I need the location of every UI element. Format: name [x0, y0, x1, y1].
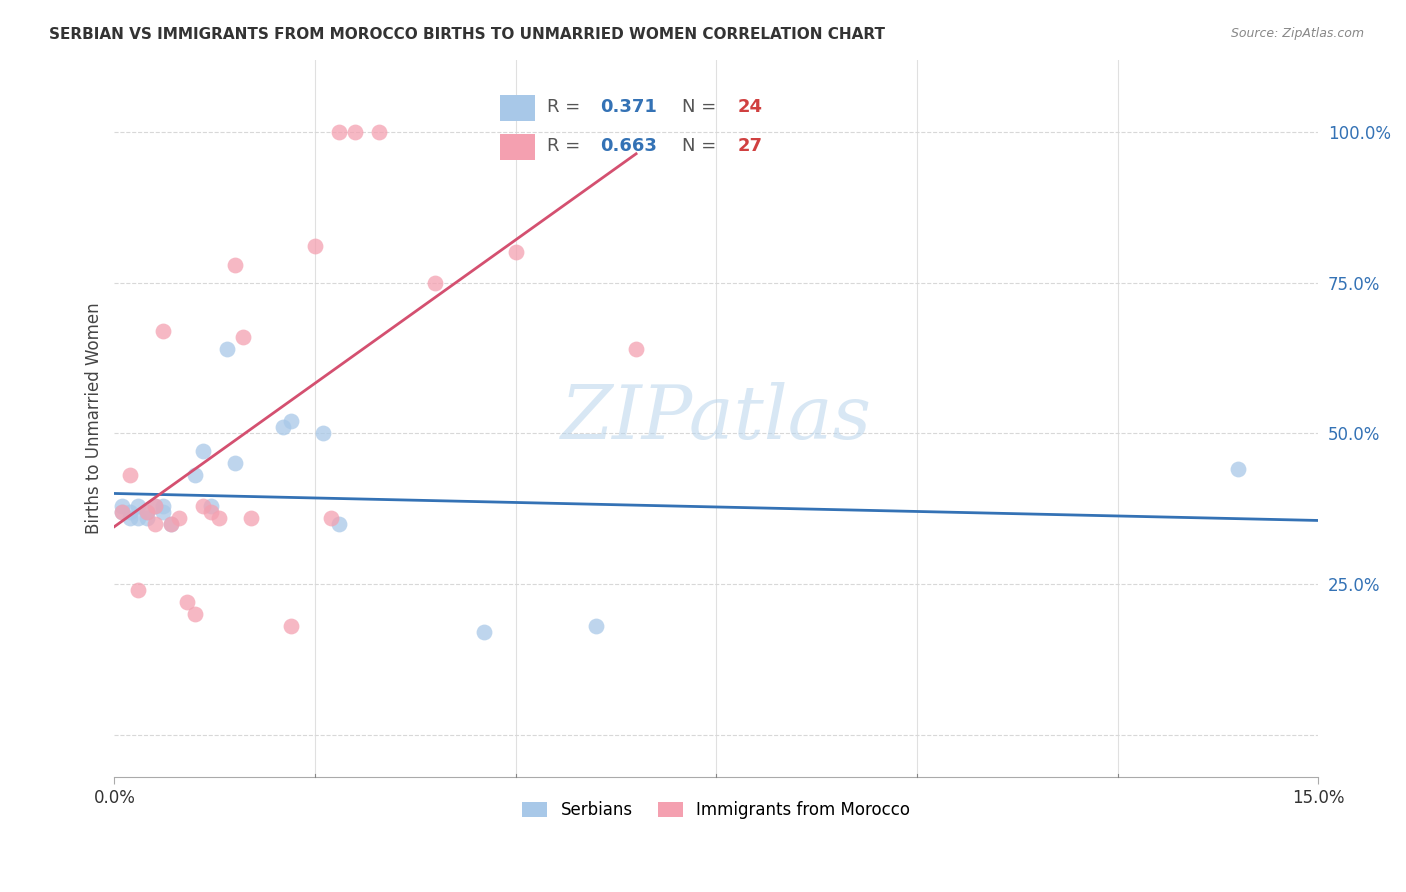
Point [328, 516, 350, 531]
Point [215, 342, 238, 356]
Point [111, 505, 134, 519]
Point [127, 582, 149, 597]
Point [280, 619, 302, 633]
Point [232, 330, 254, 344]
Point [304, 239, 326, 253]
Point [344, 125, 367, 139]
Point [224, 258, 246, 272]
Point [280, 414, 302, 428]
Point [1227, 462, 1250, 476]
Point [312, 426, 335, 441]
Point [239, 510, 262, 524]
Point [111, 499, 134, 513]
Point [224, 457, 246, 471]
Point [135, 505, 157, 519]
Point [152, 505, 174, 519]
Point [127, 510, 149, 524]
Point [191, 499, 214, 513]
Point [152, 499, 174, 513]
Point [505, 245, 527, 260]
Point [143, 516, 166, 531]
Point [159, 516, 181, 531]
Point [472, 625, 495, 640]
Y-axis label: Births to Unmarried Women: Births to Unmarried Women [86, 302, 103, 534]
Point [135, 510, 157, 524]
Point [120, 468, 142, 483]
Point [183, 607, 205, 621]
Point [425, 276, 447, 290]
Point [191, 444, 214, 458]
Text: ZIPatlas: ZIPatlas [561, 382, 872, 455]
Point [143, 499, 166, 513]
Point [585, 619, 607, 633]
Point [127, 499, 149, 513]
Point [183, 468, 205, 483]
Point [159, 516, 181, 531]
Legend: Serbians, Immigrants from Morocco: Serbians, Immigrants from Morocco [516, 795, 917, 826]
Text: Source: ZipAtlas.com: Source: ZipAtlas.com [1230, 27, 1364, 40]
Point [624, 342, 647, 356]
Point [368, 125, 391, 139]
Text: SERBIAN VS IMMIGRANTS FROM MOROCCO BIRTHS TO UNMARRIED WOMEN CORRELATION CHART: SERBIAN VS IMMIGRANTS FROM MOROCCO BIRTH… [49, 27, 886, 42]
Point [200, 499, 222, 513]
Point [328, 125, 350, 139]
Point [143, 499, 166, 513]
Point [120, 505, 142, 519]
Point [152, 324, 174, 338]
Point [111, 505, 134, 519]
Point [319, 510, 342, 524]
Point [271, 420, 294, 434]
Point [135, 505, 157, 519]
Point [120, 510, 142, 524]
Point [208, 510, 231, 524]
Point [200, 505, 222, 519]
Point [167, 510, 190, 524]
Point [176, 595, 198, 609]
